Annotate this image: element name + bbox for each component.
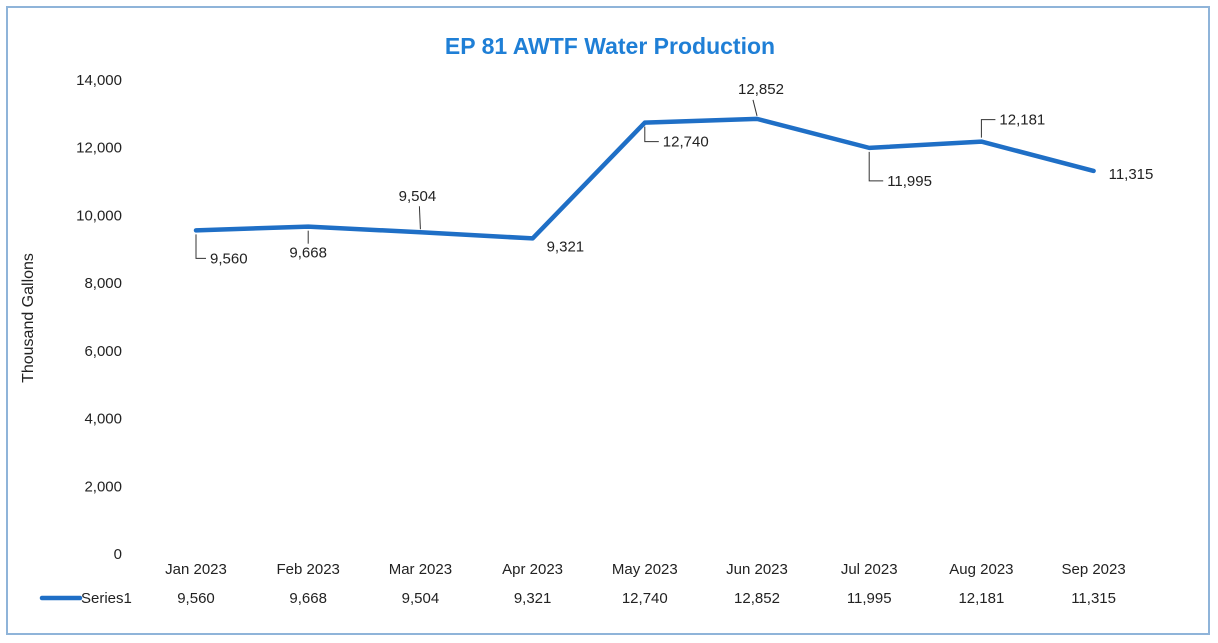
- data-label: 9,321: [547, 238, 585, 255]
- chart-frame: [6, 6, 1210, 635]
- data-label: 9,504: [399, 188, 437, 205]
- y-tick-label: 2,000: [84, 478, 122, 495]
- y-axis-label: Thousand Gallons: [20, 253, 37, 383]
- legend-label-series1: Series1: [81, 590, 132, 607]
- table-value: 11,315: [1071, 590, 1116, 607]
- data-label: 11,315: [1109, 166, 1154, 183]
- data-label: 12,740: [663, 134, 709, 151]
- table-value: 12,181: [958, 590, 1004, 607]
- x-category-label: Apr 2023: [502, 561, 563, 578]
- data-label: 9,560: [210, 250, 248, 267]
- table-value: 11,995: [847, 590, 892, 607]
- data-label: 12,181: [999, 112, 1045, 129]
- table-value: 9,560: [177, 590, 215, 607]
- x-category-label: Aug 2023: [949, 561, 1013, 578]
- data-label: 12,852: [738, 81, 784, 98]
- label-leader: [980, 119, 996, 138]
- y-tick-label: 4,000: [84, 411, 122, 428]
- table-value: 12,740: [622, 590, 668, 607]
- table-value: 9,668: [289, 590, 327, 607]
- y-tick-label: 10,000: [76, 207, 122, 224]
- x-category-label: Feb 2023: [277, 561, 340, 578]
- y-tick-label: 8,000: [84, 275, 122, 292]
- x-category-label: Sep 2023: [1061, 561, 1125, 578]
- y-tick-label: 14,000: [76, 72, 122, 89]
- label-leader: [418, 206, 421, 230]
- data-label: 11,995: [887, 173, 932, 190]
- x-category-label: Jul 2023: [841, 561, 898, 578]
- series-line-series1: [193, 116, 1096, 241]
- y-tick-label: 0: [114, 546, 122, 563]
- label-leader: [868, 151, 884, 182]
- y-tick-label: 12,000: [76, 140, 122, 157]
- x-category-label: Jun 2023: [726, 561, 788, 578]
- label-leader: [752, 99, 758, 116]
- y-tick-label: 6,000: [84, 343, 122, 360]
- table-value: 12,852: [734, 590, 780, 607]
- data-label: 9,668: [289, 245, 327, 262]
- x-category-label: Mar 2023: [389, 561, 452, 578]
- label-leader: [195, 234, 206, 259]
- table-value: 9,504: [402, 590, 440, 607]
- table-value: 9,321: [514, 590, 552, 607]
- chart-title: EP 81 AWTF Water Production: [445, 33, 775, 59]
- x-category-label: Jan 2023: [165, 561, 227, 578]
- label-leader: [644, 126, 659, 143]
- x-category-label: May 2023: [612, 561, 678, 578]
